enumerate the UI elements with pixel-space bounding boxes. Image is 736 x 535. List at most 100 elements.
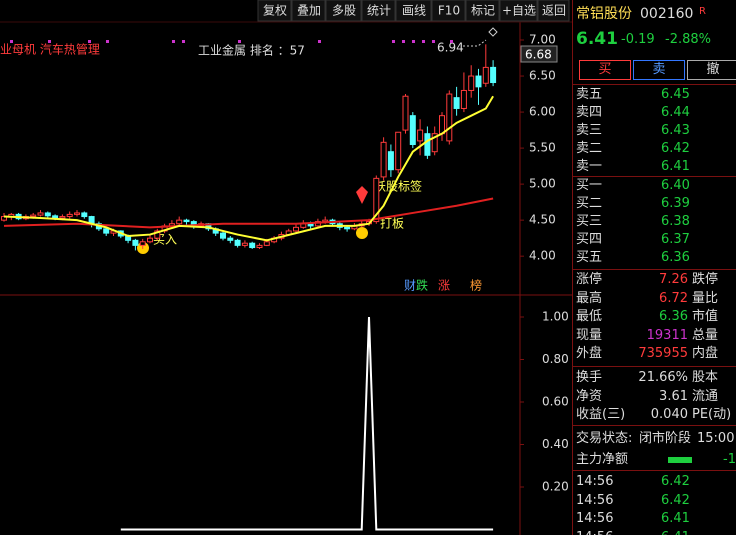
divider: [573, 269, 736, 270]
y-tick-label: 0.60: [542, 395, 569, 409]
indicator-line: [120, 316, 494, 531]
toolbar-button-bg: [291, 0, 326, 22]
y-tick-label: 6.50: [529, 69, 556, 83]
candle-body: [74, 212, 80, 215]
toolbar-button[interactable]: +自选: [502, 4, 536, 18]
candle-body: [344, 226, 351, 230]
toolbar-button-bg: [257, 0, 292, 22]
trade-time: 14:56: [576, 492, 614, 508]
monster-tag: 妖股标签: [374, 179, 422, 194]
trade-price: 6.42: [661, 492, 690, 508]
candle-body: [453, 97, 460, 109]
book-price: 6.44: [661, 105, 690, 120]
ma-fast: [3, 95, 494, 242]
candle-body: [387, 151, 394, 171]
stat-value: 0.040: [650, 407, 688, 423]
candle-body: [417, 129, 424, 142]
book-price: 6.36: [661, 250, 690, 265]
candle-body: [395, 131, 402, 171]
stock-badge: R: [699, 6, 706, 17]
candle-body: [227, 237, 234, 241]
stat-label: 收益(三): [576, 407, 626, 423]
toolbar-button[interactable]: 多股: [332, 4, 356, 18]
candle-body: [44, 212, 51, 217]
divider: [573, 425, 736, 426]
book-price: 6.42: [661, 141, 690, 156]
toolbar-button-bg: [431, 0, 466, 22]
book-price: 6.38: [661, 214, 690, 229]
trade-button[interactable]: 撤: [687, 60, 736, 80]
y-tick-label: 6.00: [529, 105, 556, 119]
stat-label: 最高: [576, 290, 603, 306]
high-pointer: [463, 39, 487, 47]
toolbar-button[interactable]: 画线: [402, 4, 426, 18]
y-tick-label: 5.50: [529, 141, 556, 155]
candle-body: [176, 219, 183, 225]
stat-value: 21.66%: [638, 370, 688, 385]
y-tick-label: 5.00: [529, 177, 556, 191]
toolbar-button-bg: [395, 0, 432, 22]
last-price: 6.68: [525, 48, 552, 62]
status-time: 15:00:: [697, 431, 736, 446]
concept-tags: 业母机 汽车热管理: [0, 42, 100, 57]
change: -0.19: [621, 32, 655, 47]
stat-label: 净资: [576, 388, 603, 404]
diamond-icon: [488, 27, 498, 37]
y-tick-label: 0.40: [542, 437, 569, 451]
stat-value: 7.26: [659, 272, 688, 287]
ma-slow: [3, 197, 494, 229]
book-label: 买三: [576, 214, 603, 229]
candle-body: [409, 115, 416, 145]
candle-body: [373, 177, 380, 223]
candle-body: [132, 239, 139, 246]
toolbar-button[interactable]: 返回: [542, 4, 566, 18]
board-icon: [356, 227, 368, 239]
candle-body: [52, 215, 59, 219]
trade-price: 6.41: [661, 530, 690, 535]
book-price: 6.45: [661, 87, 690, 102]
book-price: 6.40: [661, 178, 690, 193]
book-label: 卖二: [576, 141, 603, 156]
toolbar-button-bg: [465, 0, 500, 22]
candle-body: [147, 237, 153, 243]
trade-button[interactable]: 卖: [633, 60, 685, 80]
stat-label: 市值: [692, 309, 719, 325]
candle-body: [380, 141, 387, 178]
toolbar-button[interactable]: 标记: [471, 4, 495, 18]
trade-button[interactable]: 买: [579, 60, 631, 80]
book-label: 卖一: [576, 159, 603, 174]
candle-body: [220, 232, 226, 239]
badge: 涨: [438, 278, 450, 293]
candle-body: [183, 219, 190, 223]
trade-time: 14:56: [576, 474, 614, 489]
candle-body: [81, 212, 88, 218]
stat-value: 3.61: [659, 388, 688, 404]
stat-value: 6.36: [659, 309, 688, 325]
badge: 榜: [470, 278, 482, 293]
y-tick-label: 4.00: [529, 249, 556, 263]
y-tick-label: 1.00: [542, 310, 569, 324]
sector-rank: 工业金属 排名 ：57: [198, 43, 305, 58]
candle-body: [256, 244, 263, 249]
flow-bar: [668, 457, 692, 463]
book-label: 买二: [576, 196, 603, 211]
candle-body: [66, 213, 73, 218]
price: 6.41: [576, 29, 618, 49]
stat-value: 6.72: [659, 290, 688, 306]
toolbar-button[interactable]: F10: [438, 4, 460, 18]
stat-value: 19311: [646, 327, 688, 343]
stat-label: 现量: [576, 327, 603, 343]
status: 闭市阶段: [639, 431, 692, 446]
candle-body: [139, 241, 146, 246]
book-label: 买五: [576, 250, 603, 265]
candle-body: [30, 214, 37, 218]
toolbar-button[interactable]: 统计: [367, 4, 391, 18]
divider: [573, 176, 736, 177]
y-tick-label: 7.00: [529, 33, 556, 47]
book-label: 卖三: [576, 123, 603, 138]
toolbar-button[interactable]: 复权: [263, 4, 287, 18]
toolbar-button[interactable]: 叠加: [297, 4, 321, 18]
book-label: 买四: [576, 232, 603, 247]
stat-label: 涨停: [576, 272, 603, 287]
badge: 跌: [416, 278, 428, 293]
